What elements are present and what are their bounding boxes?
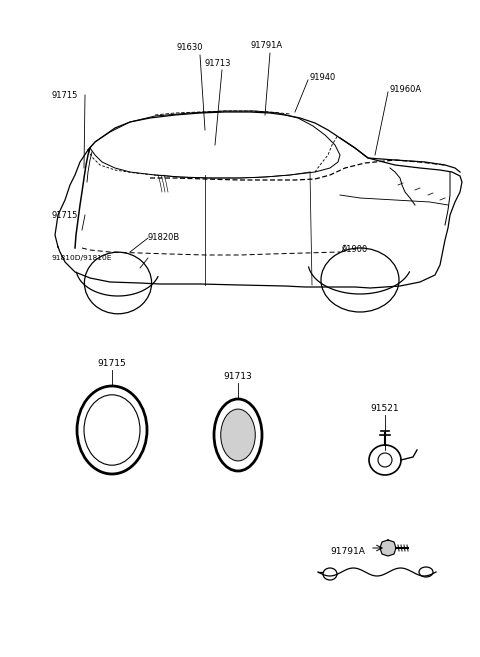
Text: 91713: 91713 [205,59,231,68]
Text: 91820B: 91820B [148,233,180,242]
Text: 91521: 91521 [371,404,399,413]
Text: 91791A: 91791A [330,547,365,556]
Text: 91900: 91900 [342,246,368,254]
Text: 91810D/91810E: 91810D/91810E [52,255,112,261]
Polygon shape [380,540,396,556]
Text: 91715: 91715 [52,210,78,219]
Text: 91960A: 91960A [390,85,422,95]
Text: 91713: 91713 [224,372,252,381]
Text: 91791A: 91791A [251,41,283,50]
Text: 91630: 91630 [177,43,203,52]
Ellipse shape [221,409,255,461]
Text: 91940: 91940 [310,74,336,83]
Text: 91715: 91715 [97,359,126,368]
Text: 91715: 91715 [52,91,78,99]
